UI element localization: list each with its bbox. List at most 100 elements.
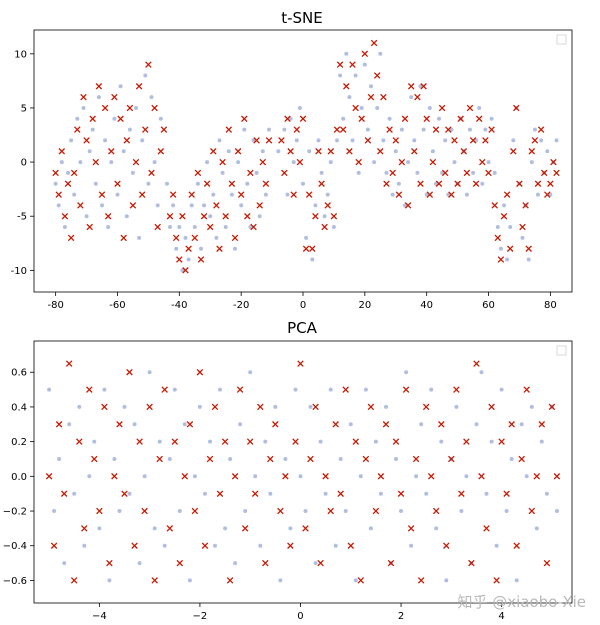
tsne-xtick-label: 0 [300, 300, 306, 311]
pca-point-dot [519, 422, 524, 427]
tsne-point-cross [138, 191, 146, 198]
tsne-point-cross [305, 191, 313, 198]
pca-point-cross [126, 368, 133, 376]
pca-point-cross [277, 507, 284, 515]
tsne-point-cross [278, 137, 285, 144]
tsne-point-cross [253, 137, 260, 144]
pca-point-cross [257, 403, 264, 411]
tsne-point-cross [111, 93, 118, 101]
pca-point-dot [524, 474, 529, 479]
pca-point-dot [298, 474, 303, 479]
tsne-point-dot [554, 138, 559, 143]
tsne-point-cross [355, 158, 362, 166]
tsne-point-dot [375, 106, 380, 110]
pca-point-dot [132, 422, 137, 427]
tsne-point-dot [199, 246, 203, 251]
tsne-point-dot [381, 138, 386, 143]
tsne-point-cross [213, 202, 220, 209]
tsne-point-cross [417, 180, 424, 187]
tsne-point-cross [114, 180, 121, 187]
tsne-point-cross [64, 180, 72, 187]
pca-point-cross [60, 490, 68, 497]
tsne-point-dot [100, 203, 104, 208]
pca-point-cross [136, 438, 143, 445]
tsne-point-cross [70, 169, 78, 177]
tsne-point-cross [321, 223, 328, 231]
pca-point-cross [422, 403, 430, 411]
pca-point-cross [307, 455, 314, 463]
pca-point-cross [121, 490, 128, 497]
tsne-point-dot [251, 138, 256, 143]
pca-ytick-label: −0.6 [3, 576, 27, 587]
pca-point-cross [226, 577, 234, 584]
pca-point-cross [317, 559, 324, 567]
tsne-point-dot [143, 73, 148, 78]
tsne-point-cross [472, 180, 480, 187]
pca-point-dot [263, 439, 268, 444]
tsne-point-dot [294, 138, 299, 143]
tsne-point-dot [152, 160, 157, 165]
pca-point-cross [543, 559, 551, 567]
tsne-point-cross [503, 191, 511, 198]
tsne-point-cross [145, 61, 152, 68]
pca-point-dot [358, 474, 363, 479]
tsne-point-dot [180, 268, 185, 273]
tsne-point-dot [127, 127, 132, 132]
tsne-point-dot [118, 84, 123, 89]
tsne-point-cross [370, 39, 378, 47]
tsne-point-dot [53, 181, 58, 186]
pca-point-dot [203, 491, 207, 496]
tsne-point-cross [386, 126, 393, 133]
pca-point-dot [489, 439, 494, 444]
tsne-point-cross [172, 234, 180, 242]
pca-xtick-label: −2 [193, 611, 208, 622]
pca-point-cross [191, 507, 199, 515]
tsne-point-dot [498, 246, 503, 251]
pca-point-cross [528, 507, 536, 515]
pca-point-cross [458, 490, 465, 497]
tsne-point-cross [169, 191, 177, 198]
pca-point-cross [141, 507, 148, 515]
pca-point-dot [529, 404, 534, 409]
tsne-point-dot [115, 192, 120, 197]
tsne-point-cross [330, 212, 338, 220]
pca-point-dot [424, 491, 429, 496]
tsne-point-cross [228, 180, 236, 187]
pca-point-cross [337, 490, 344, 497]
pca-point-dot [459, 509, 464, 513]
tsne-point-dot [297, 106, 302, 110]
tsne-point-dot [492, 170, 497, 175]
pca-point-cross [427, 473, 435, 480]
tsne-point-cross [247, 169, 254, 177]
pca-point-dot [107, 578, 112, 583]
tsne-point-dot [464, 192, 469, 197]
tsne-point-cross [463, 169, 471, 177]
pca-point-cross [367, 403, 375, 411]
pca-xtick-label: 2 [398, 611, 404, 622]
tsne-point-cross [241, 115, 248, 123]
tsne-point-dot [350, 138, 355, 143]
pca-point-dot [384, 404, 388, 409]
tsne-point-dot [474, 138, 479, 143]
tsne-point-cross [534, 180, 542, 187]
pca-point-cross [262, 559, 269, 567]
pca-point-dot [313, 561, 318, 566]
tsne-point-cross [460, 148, 468, 155]
pca-point-dot [77, 404, 82, 409]
tsne-point-dot [301, 181, 305, 186]
tsne-xtick-label: 60 [482, 300, 495, 311]
tsne-point-dot [520, 235, 525, 240]
pca-point-cross [453, 386, 460, 393]
pca-point-cross [241, 525, 249, 532]
pca-title: PCA [287, 319, 318, 337]
pca-axes-frame [33, 340, 573, 604]
tsne-ytick-label: 5 [21, 103, 27, 114]
pca-point-dot [213, 543, 217, 548]
tsne-point-dot [446, 192, 451, 197]
tsne-point-dot [124, 214, 129, 219]
tsne-point-cross [95, 83, 103, 90]
pca-point-dot [82, 543, 87, 548]
pca-point-dot [409, 543, 414, 548]
tsne-point-dot [434, 181, 438, 186]
tsne-xtick-label: -80 [47, 300, 63, 311]
